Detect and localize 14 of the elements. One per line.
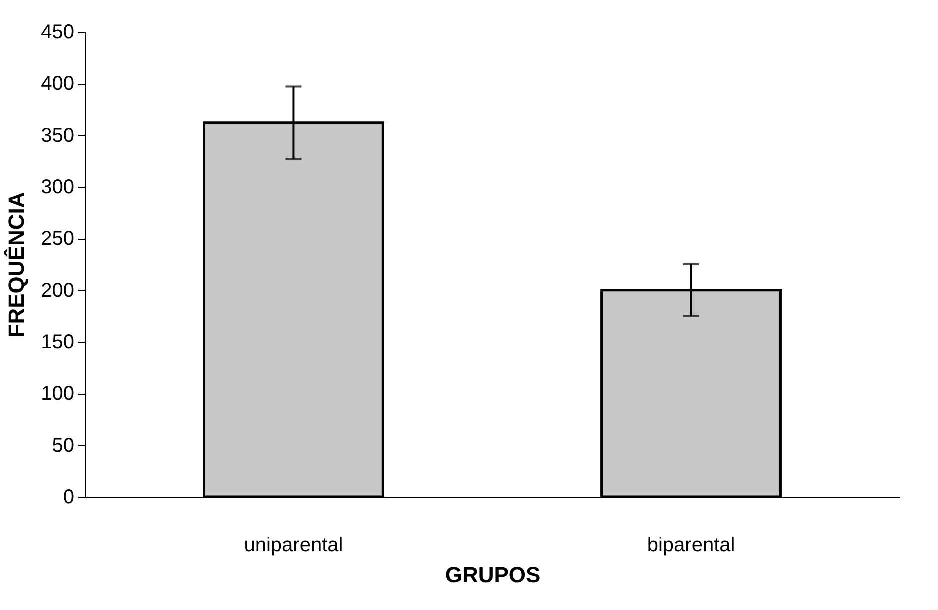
y-axis-title: FREQUÊNCIA: [4, 192, 30, 338]
y-tick-label: 350: [41, 124, 74, 147]
x-tick-label: uniparental: [244, 534, 344, 556]
y-tick-label: 400: [41, 73, 74, 96]
y-tick-label: 450: [41, 22, 74, 44]
x-tick-label: biparental: [647, 534, 736, 556]
y-tick-label: 250: [41, 228, 74, 250]
y-tick-label: 0: [63, 486, 74, 508]
y-tick-label: 100: [41, 383, 74, 406]
x-axis-title: GRUPOS: [445, 562, 541, 588]
y-tick-label: 150: [41, 332, 74, 354]
y-tick-label: 300: [41, 176, 74, 198]
y-tick-label: 200: [41, 280, 74, 302]
y-tick-label: 50: [52, 434, 74, 457]
